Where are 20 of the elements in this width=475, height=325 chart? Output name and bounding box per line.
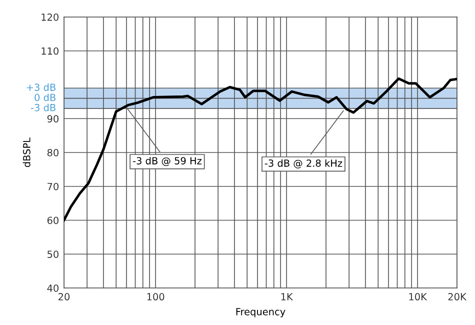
y-tick-label: 40 [47,284,58,292]
y-tick-label: 60 [47,216,58,224]
y-axis-title: dBSPL [22,137,30,168]
ref-line-label: -3 dB [30,104,56,112]
x-axis-title: Frequency [236,308,286,318]
annotation: -3 dB @ 2.8 kHz [264,159,342,168]
x-tick-label: 100 [147,293,164,300]
y-tick-label: 120 [42,13,58,21]
x-tick-label: 10K [409,293,428,300]
y-tick-label: 90 [47,115,58,122]
y-tick-label: 50 [48,250,58,258]
ref-line-label: +3 dB [26,83,56,91]
y-tick-label: 70 [48,182,58,190]
x-tick-label: 20K [448,293,467,300]
y-tick-label: 110 [42,47,58,55]
x-tick-label: 20 [58,293,70,300]
ref-line-label: 0 dB [34,94,56,102]
y-tick-label: 80 [47,148,58,156]
x-tick-label: 1K [281,293,294,300]
annotation: -3 dB @ 59 Hz [132,156,202,166]
